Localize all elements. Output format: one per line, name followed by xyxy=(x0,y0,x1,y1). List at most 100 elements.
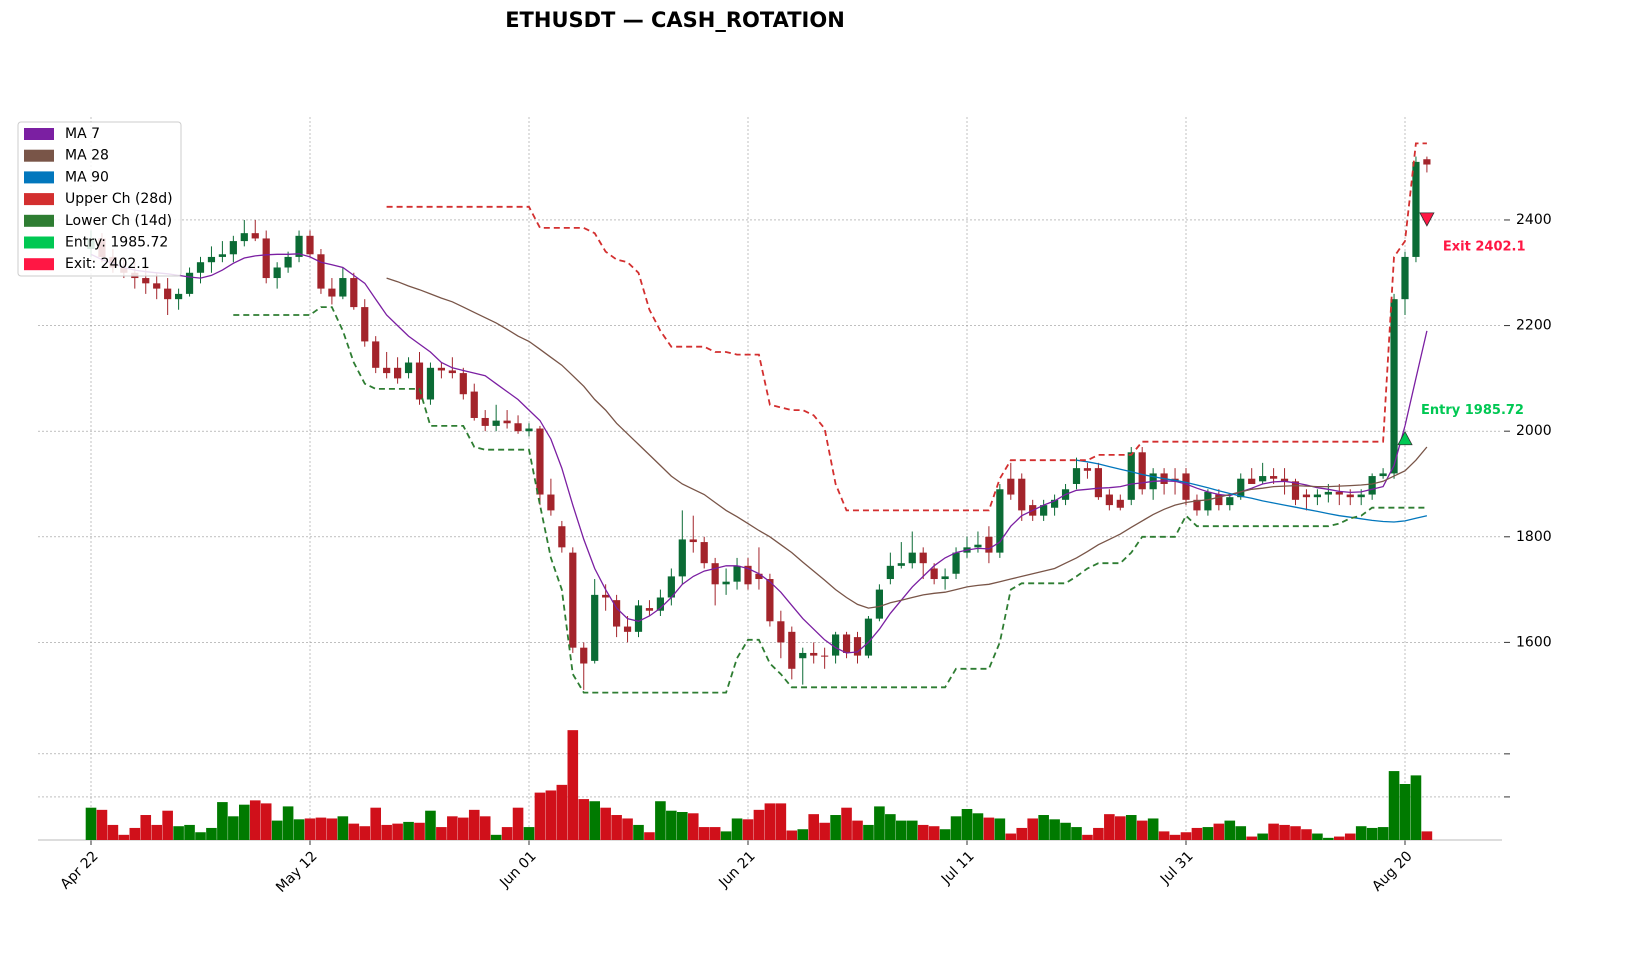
candle-body xyxy=(142,278,150,284)
volume-bar xyxy=(1147,818,1159,840)
candle-body xyxy=(448,370,456,374)
volume-bar xyxy=(644,832,655,840)
volume-bar xyxy=(1235,826,1247,840)
volume-bar xyxy=(600,807,611,840)
volume-bar xyxy=(687,813,699,840)
candle-body xyxy=(1215,494,1223,506)
volume-bar xyxy=(1388,771,1400,840)
candle-body xyxy=(700,542,708,564)
candle-body xyxy=(503,420,511,424)
candle-body xyxy=(1302,494,1311,498)
volume-bar xyxy=(1038,815,1049,840)
candle-body xyxy=(361,307,369,342)
candle-body xyxy=(306,235,314,255)
candle-body xyxy=(251,233,259,239)
volume-bar xyxy=(994,818,1006,840)
volume-bar xyxy=(1060,822,1071,840)
volume-bar xyxy=(304,818,316,840)
indicator-line xyxy=(386,142,1427,512)
volume-bar xyxy=(863,824,874,840)
volume-bar xyxy=(501,827,513,840)
candle-body xyxy=(185,272,194,294)
volume-bar xyxy=(173,826,184,840)
candle-body xyxy=(722,581,730,585)
candle-body xyxy=(656,597,664,611)
volume-bar xyxy=(545,790,557,840)
volume-bar xyxy=(370,807,381,840)
candle-body xyxy=(372,341,380,368)
candle-body xyxy=(415,362,424,400)
y-tick-label: 1800 xyxy=(1516,529,1552,545)
volume-bar xyxy=(611,815,622,840)
legend-label: Entry: 1985.72 xyxy=(65,235,168,251)
volume-bar xyxy=(753,809,765,840)
candle-body xyxy=(394,367,402,379)
candle-body xyxy=(744,565,752,585)
candle-body xyxy=(634,605,643,632)
volume-bar xyxy=(1049,819,1060,840)
candle-body xyxy=(481,417,489,426)
volume-bar xyxy=(228,816,239,840)
candle-body xyxy=(667,576,675,598)
legend-label: Upper Ch (28d) xyxy=(65,191,173,207)
candle-body xyxy=(1138,452,1146,490)
volume-bar xyxy=(896,820,907,840)
volume-bar xyxy=(731,818,743,840)
legend-label: Lower Ch (14d) xyxy=(65,213,172,229)
volume-bar xyxy=(742,819,754,840)
legend-label: MA 90 xyxy=(65,169,109,185)
candle-body xyxy=(1237,478,1245,498)
candle-body xyxy=(897,563,905,566)
candle-body xyxy=(1193,499,1201,511)
volume-bar xyxy=(972,813,984,840)
candle-body xyxy=(777,621,785,643)
candle-body xyxy=(558,526,566,548)
volume-bar xyxy=(589,801,600,840)
volume-bar xyxy=(961,808,973,840)
candle-body xyxy=(569,552,577,648)
candle-body xyxy=(1401,256,1409,300)
legend-swatch xyxy=(24,258,54,271)
volume-bar xyxy=(1323,837,1334,840)
candle-body xyxy=(788,631,796,669)
candle-body xyxy=(799,652,807,659)
volume-bar xyxy=(468,809,480,840)
y-tick-label: 2000 xyxy=(1516,423,1552,439)
volume-bar xyxy=(260,803,272,840)
volume-bar xyxy=(917,824,929,840)
candle-body xyxy=(1072,468,1081,484)
candle-body xyxy=(733,565,741,582)
candle-body xyxy=(207,256,216,263)
volume-bar xyxy=(490,834,502,840)
volume-bar xyxy=(1246,836,1257,840)
volume-bar xyxy=(622,818,633,840)
volume-bar xyxy=(786,830,798,840)
candle-body xyxy=(295,235,303,257)
volume-bar xyxy=(1279,824,1290,840)
y-tick-label: 2400 xyxy=(1516,212,1552,228)
volume-bar xyxy=(556,784,568,840)
volume-bar xyxy=(567,730,579,840)
volume-bar xyxy=(1410,775,1422,840)
volume-bar xyxy=(841,807,852,840)
volume-bar xyxy=(85,807,97,840)
candle-body xyxy=(711,563,719,585)
candle-body xyxy=(678,539,686,577)
volume-bar xyxy=(1027,818,1038,840)
volume-bar xyxy=(195,832,206,840)
candle-body xyxy=(547,494,555,511)
volume-bar xyxy=(1257,833,1268,840)
candle-body xyxy=(1291,481,1300,500)
candle-body xyxy=(832,634,840,656)
candle-body xyxy=(1083,468,1092,471)
chart-title: ETHUSDT — CASH_ROTATION xyxy=(505,8,845,32)
volume-bar xyxy=(359,826,371,840)
candle-body xyxy=(218,254,226,257)
volume-bar xyxy=(1377,827,1389,840)
volume-bar xyxy=(534,792,546,840)
x-tick-label: Jun 01 xyxy=(496,848,539,891)
legend-box xyxy=(17,121,182,277)
candle-body xyxy=(1127,452,1135,500)
volume-bar xyxy=(1125,815,1137,840)
volume-bar xyxy=(1158,831,1170,840)
